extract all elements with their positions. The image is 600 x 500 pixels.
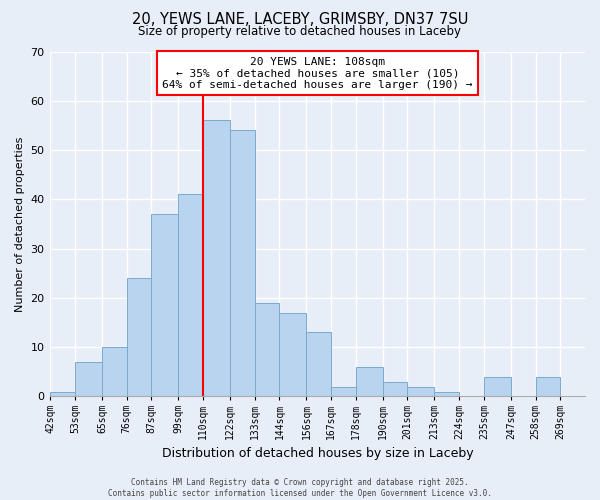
- Bar: [331, 386, 356, 396]
- Y-axis label: Number of detached properties: Number of detached properties: [15, 136, 25, 312]
- Bar: [50, 392, 75, 396]
- Bar: [434, 392, 459, 396]
- Text: 20 YEWS LANE: 108sqm
← 35% of detached houses are smaller (105)
64% of semi-deta: 20 YEWS LANE: 108sqm ← 35% of detached h…: [163, 56, 473, 90]
- Bar: [356, 367, 383, 396]
- Bar: [280, 312, 307, 396]
- Bar: [536, 377, 560, 396]
- Bar: [407, 386, 434, 396]
- X-axis label: Distribution of detached houses by size in Laceby: Distribution of detached houses by size …: [162, 447, 473, 460]
- Text: Size of property relative to detached houses in Laceby: Size of property relative to detached ho…: [139, 25, 461, 38]
- Bar: [230, 130, 255, 396]
- Bar: [151, 214, 178, 396]
- Bar: [178, 194, 203, 396]
- Bar: [203, 120, 230, 396]
- Text: Contains HM Land Registry data © Crown copyright and database right 2025.
Contai: Contains HM Land Registry data © Crown c…: [108, 478, 492, 498]
- Bar: [75, 362, 102, 396]
- Bar: [127, 278, 151, 396]
- Bar: [255, 303, 280, 396]
- Bar: [102, 347, 127, 397]
- Bar: [484, 377, 511, 396]
- Bar: [307, 332, 331, 396]
- Bar: [383, 382, 407, 396]
- Text: 20, YEWS LANE, LACEBY, GRIMSBY, DN37 7SU: 20, YEWS LANE, LACEBY, GRIMSBY, DN37 7SU: [132, 12, 468, 28]
